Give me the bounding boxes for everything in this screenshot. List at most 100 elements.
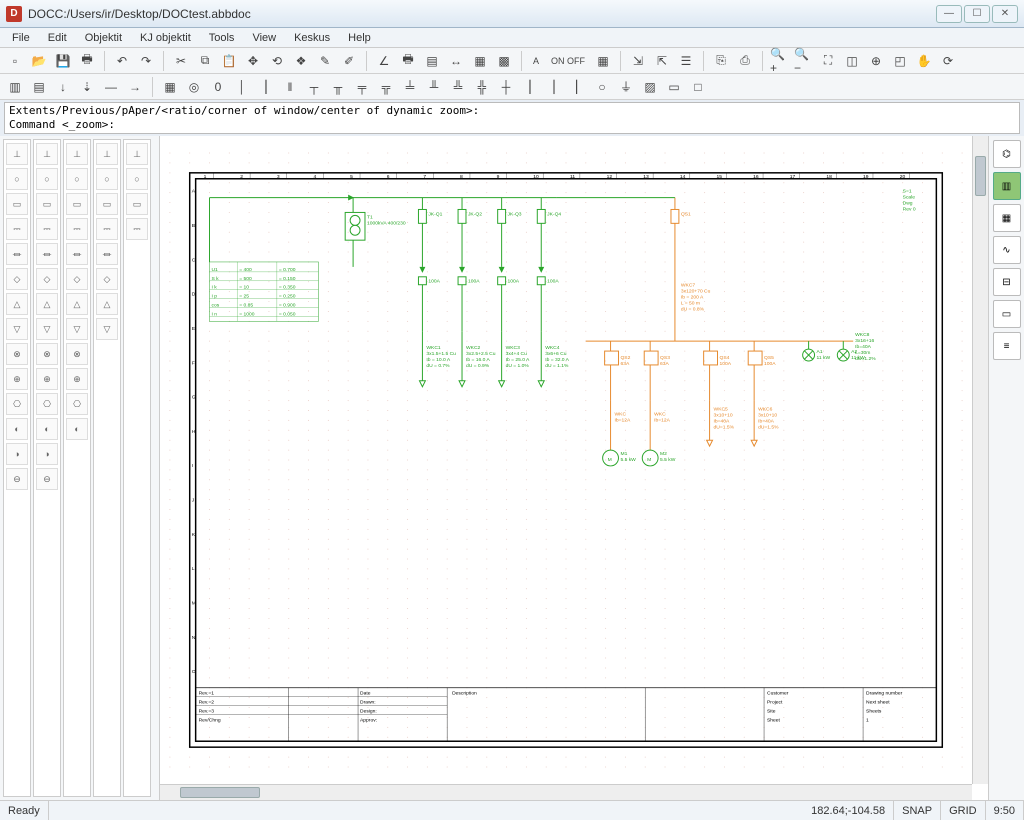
right-tool-layout[interactable]: ▭ (993, 300, 1021, 328)
rotate-button[interactable]: ⟲ (266, 50, 288, 72)
print-button[interactable]: 🖶 (76, 50, 98, 72)
sym-0-button[interactable]: 0 (207, 76, 229, 98)
palette-symbol-3-7[interactable]: ▽ (96, 318, 118, 340)
status-grid[interactable]: GRID (941, 801, 986, 820)
palette-symbol-0-12[interactable]: ◑ (6, 443, 28, 465)
sym-sq-button[interactable]: □ (687, 76, 709, 98)
sym-v3-button[interactable]: ⎢ (567, 76, 589, 98)
sym-h1-button[interactable]: ┬ (303, 76, 325, 98)
sym-dbl-button[interactable]: ‖ (279, 76, 301, 98)
palette-symbol-2-3[interactable]: ⎓ (66, 218, 88, 240)
pencil-button[interactable]: ✐ (338, 50, 360, 72)
right-tool-net[interactable]: ⌬ (993, 140, 1021, 168)
palette-symbol-1-11[interactable]: ◐ (36, 418, 58, 440)
palette-symbol-0-7[interactable]: ▽ (6, 318, 28, 340)
sym-h9-button[interactable]: ┼ (495, 76, 517, 98)
zoom-fit-button[interactable]: ⛶ (817, 50, 839, 72)
palette-symbol-2-5[interactable]: ◇ (66, 268, 88, 290)
menu-file[interactable]: File (4, 30, 38, 46)
palette-symbol-1-3[interactable]: ⎓ (36, 218, 58, 240)
palette-symbol-0-11[interactable]: ◐ (6, 418, 28, 440)
clip2-button[interactable]: ⎙ (734, 50, 756, 72)
palette-symbol-3-4[interactable]: ⏛ (96, 243, 118, 265)
palette-symbol-3-0[interactable]: ⊥ (96, 143, 118, 165)
export3-button[interactable]: ☰ (675, 50, 697, 72)
palette-symbol-1-5[interactable]: ◇ (36, 268, 58, 290)
sym-h2-button[interactable]: ╥ (327, 76, 349, 98)
new-doc-button[interactable]: ▫ (4, 50, 26, 72)
open-doc-button[interactable]: 📂 (28, 50, 50, 72)
zoom-out-button[interactable]: 🔍− (793, 50, 815, 72)
arrow-lr-button[interactable]: ↔ (445, 50, 467, 72)
palette-symbol-0-1[interactable]: ○ (6, 168, 28, 190)
palette-symbol-2-2[interactable]: ▭ (66, 193, 88, 215)
right-tool-graph[interactable]: ∿ (993, 236, 1021, 264)
zoom-in-button[interactable]: 🔍+ (769, 50, 791, 72)
print2-button[interactable]: 🖶 (397, 50, 419, 72)
sym-arrow-button[interactable]: → (124, 76, 146, 98)
palette-symbol-4-2[interactable]: ▭ (126, 193, 148, 215)
palette-symbol-2-1[interactable]: ○ (66, 168, 88, 190)
menu-tools[interactable]: Tools (201, 30, 243, 46)
right-tool-tree[interactable]: ⊟ (993, 268, 1021, 296)
grid-toggle-button[interactable]: ▦ (592, 50, 614, 72)
sym-line-button[interactable]: — (100, 76, 122, 98)
sym-v2-button[interactable]: ⎪ (543, 76, 565, 98)
drawing-canvas[interactable]: 1234567891011121314151617181920ABCDEFGHI… (160, 136, 972, 784)
measure-button[interactable]: ∠ (373, 50, 395, 72)
paste-button[interactable]: 📋 (218, 50, 240, 72)
zoom-dyn-button[interactable]: ⊕ (865, 50, 887, 72)
palette-symbol-1-9[interactable]: ⊕ (36, 368, 58, 390)
undo-button[interactable]: ↶ (111, 50, 133, 72)
palette-symbol-0-0[interactable]: ⊥ (6, 143, 28, 165)
menu-view[interactable]: View (244, 30, 284, 46)
right-tool-calc[interactable]: ▦ (993, 204, 1021, 232)
sym-node-button[interactable]: ○ (591, 76, 613, 98)
status-snap[interactable]: SNAP (894, 801, 941, 820)
palette-symbol-2-0[interactable]: ⊥ (66, 143, 88, 165)
palette-symbol-2-6[interactable]: △ (66, 293, 88, 315)
sym-grid-button[interactable]: ▦ (159, 76, 181, 98)
sym-down-button[interactable]: ↓ (52, 76, 74, 98)
menu-edit[interactable]: Edit (40, 30, 75, 46)
menu-help[interactable]: Help (340, 30, 379, 46)
palette-symbol-0-4[interactable]: ⏛ (6, 243, 28, 265)
sym-vert-button[interactable]: │ (231, 76, 253, 98)
palette-symbol-0-6[interactable]: △ (6, 293, 28, 315)
palette-symbol-0-10[interactable]: ⎔ (6, 393, 28, 415)
palette-symbol-3-5[interactable]: ◇ (96, 268, 118, 290)
move-button[interactable]: ✥ (242, 50, 264, 72)
palette-symbol-1-10[interactable]: ⎔ (36, 393, 58, 415)
right-tool-db[interactable]: ≡ (993, 332, 1021, 360)
sym-h7-button[interactable]: ╩ (447, 76, 469, 98)
palette-symbol-0-3[interactable]: ⎓ (6, 218, 28, 240)
sym-hatch-button[interactable]: ▨ (639, 76, 661, 98)
export2-button[interactable]: ⇱ (651, 50, 673, 72)
sym-h3-button[interactable]: ╤ (351, 76, 373, 98)
menu-keskus[interactable]: Keskus (286, 30, 338, 46)
palette-symbol-3-1[interactable]: ○ (96, 168, 118, 190)
palette-symbol-2-9[interactable]: ⊕ (66, 368, 88, 390)
command-input[interactable] (119, 118, 1015, 132)
palette-symbol-2-10[interactable]: ⎔ (66, 393, 88, 415)
palette-symbol-4-1[interactable]: ○ (126, 168, 148, 190)
palette-symbol-1-12[interactable]: ◑ (36, 443, 58, 465)
palette-symbol-1-2[interactable]: ▭ (36, 193, 58, 215)
zoom-win-button[interactable]: ◰ (889, 50, 911, 72)
palette-symbol-4-3[interactable]: ⎓ (126, 218, 148, 240)
sym-h6-button[interactable]: ╨ (423, 76, 445, 98)
sym-box-button[interactable]: ▭ (663, 76, 685, 98)
palette-symbol-1-13[interactable]: ⊖ (36, 468, 58, 490)
palette-symbol-0-8[interactable]: ⊗ (6, 343, 28, 365)
sym-bars2-button[interactable]: ▤ (28, 76, 50, 98)
palette-symbol-3-6[interactable]: △ (96, 293, 118, 315)
sym-down2-button[interactable]: ⇣ (76, 76, 98, 98)
palette-symbol-3-3[interactable]: ⎓ (96, 218, 118, 240)
clip1-button[interactable]: ⎘ (710, 50, 732, 72)
menu-kj objektit[interactable]: KJ objektit (132, 30, 199, 46)
palette-symbol-1-0[interactable]: ⊥ (36, 143, 58, 165)
sym-h4-button[interactable]: ╦ (375, 76, 397, 98)
palette-symbol-0-9[interactable]: ⊕ (6, 368, 28, 390)
zoom-sel-button[interactable]: ◫ (841, 50, 863, 72)
palette-symbol-1-7[interactable]: ▽ (36, 318, 58, 340)
